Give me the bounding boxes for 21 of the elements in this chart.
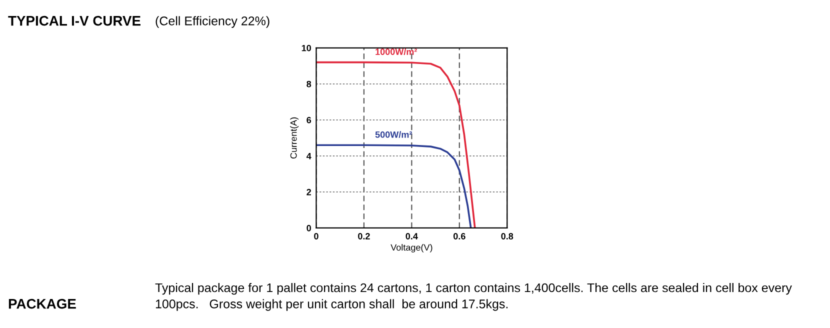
y-tick-label: 10 <box>302 44 311 52</box>
line-series <box>316 61 476 228</box>
line-series <box>316 144 472 228</box>
x-axis-title: Voltage(V) <box>390 244 432 252</box>
y-tick-label: 2 <box>306 188 312 196</box>
series-label: 1000W/m² <box>376 48 418 56</box>
y-tick-label: 6 <box>306 116 312 124</box>
text: (Cell Efficiency 22%) <box>156 16 270 28</box>
x-tick-label: 0.8 <box>501 233 514 240</box>
y-tick-label: 8 <box>306 80 312 88</box>
y-tick-label: 4 <box>306 152 312 160</box>
text: Typical package for 1 pallet contains 24 cartons, 1 carton contains 1,400cells. The cells are sealed in cell box every 100pcs. Gross weight per unit carton shall be around 17.5kgs. <box>155 283 792 311</box>
x-tick-label: 0.6 <box>453 233 466 240</box>
x-tick-label: 0.2 <box>358 233 370 240</box>
x-tick-label: 0 <box>314 233 318 240</box>
x-tick-label: 0.4 <box>406 233 418 240</box>
y-axis-title: Current(A) <box>290 117 299 159</box>
y-tick-label: 0 <box>306 224 311 232</box>
series-label: 500W/m² <box>375 131 412 138</box>
text: TYPICAL I-V CURVE <box>8 16 140 26</box>
text: PACKAGE <box>8 298 76 309</box>
